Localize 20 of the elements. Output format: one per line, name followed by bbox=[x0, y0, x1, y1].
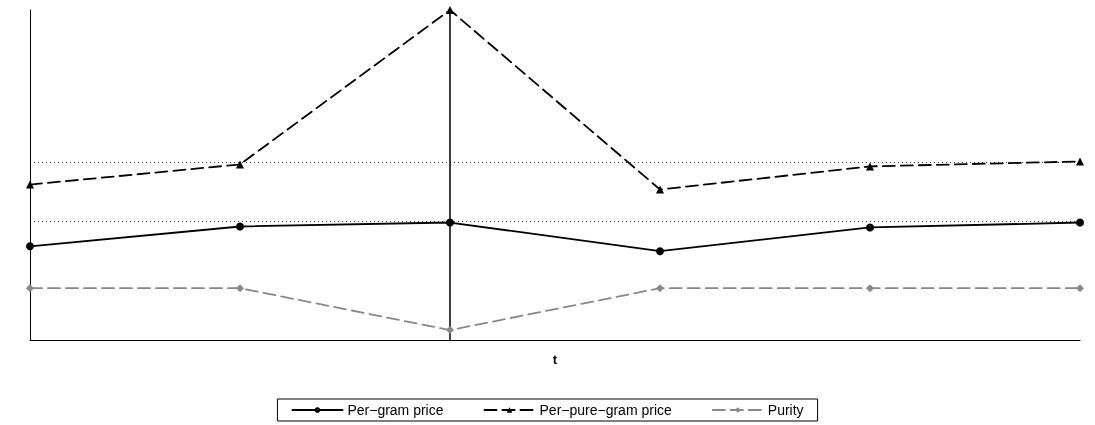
x-axis-title: t bbox=[552, 351, 558, 367]
point bbox=[26, 242, 34, 251]
point bbox=[236, 284, 244, 293]
point bbox=[656, 284, 664, 293]
point bbox=[26, 180, 34, 189]
point bbox=[236, 222, 244, 231]
point bbox=[866, 284, 874, 293]
point bbox=[656, 185, 664, 194]
point bbox=[26, 284, 34, 293]
legend-label: Purity bbox=[767, 402, 804, 418]
legend-label: Per−gram price bbox=[347, 402, 444, 418]
point bbox=[866, 162, 874, 171]
point bbox=[1076, 284, 1084, 293]
point bbox=[1076, 218, 1084, 227]
point bbox=[656, 247, 664, 256]
point bbox=[866, 223, 874, 232]
point bbox=[236, 160, 244, 169]
point bbox=[1076, 157, 1084, 166]
legend-label: Per−pure−gram price bbox=[539, 402, 673, 418]
point bbox=[446, 326, 454, 335]
